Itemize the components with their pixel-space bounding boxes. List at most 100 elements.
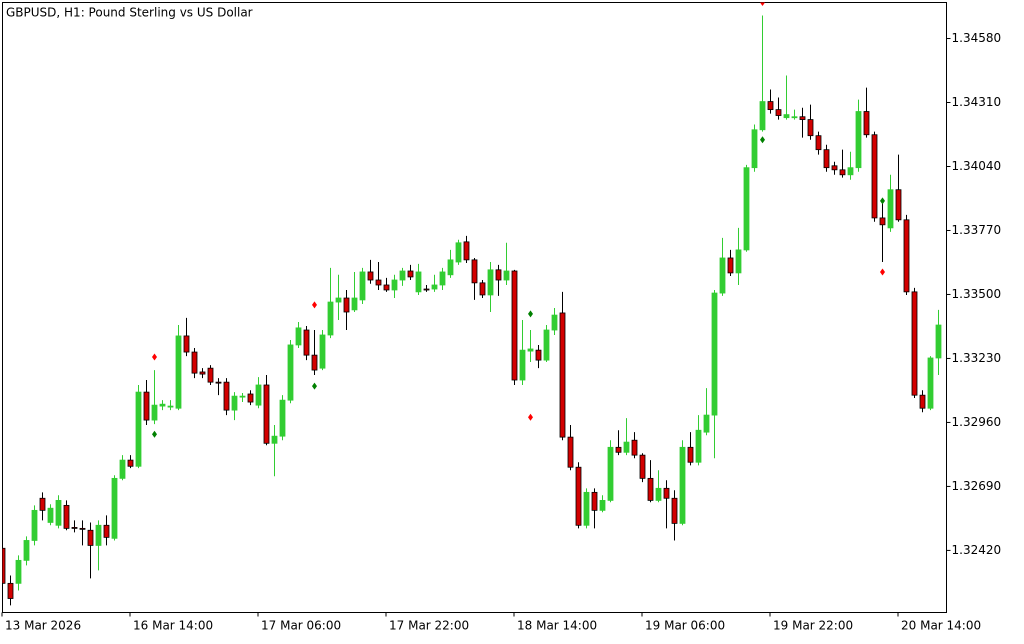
candle-body: [399, 270, 406, 281]
candle-body: [335, 297, 342, 303]
candle-body: [615, 446, 622, 453]
candle-body: [319, 334, 326, 369]
candle-body: [463, 241, 470, 261]
y-tick-label: 1.34310: [952, 95, 1002, 109]
candle-body: [55, 500, 62, 526]
candle-body: [895, 189, 902, 221]
candle-body: [151, 404, 158, 421]
x-tick-label: 19 Mar 06:00: [645, 619, 725, 633]
candle-body: [663, 487, 670, 499]
candle-body: [311, 354, 318, 371]
candle-body: [367, 271, 374, 281]
candle-body: [383, 284, 390, 291]
candle-body: [567, 436, 574, 468]
candle-body: [823, 149, 830, 169]
candle-body: [519, 349, 526, 381]
fractal-marker: [760, 136, 765, 144]
candle-body: [423, 288, 430, 291]
candle-body: [223, 381, 230, 411]
y-tick-label: 1.32960: [952, 415, 1002, 429]
candle-body: [903, 219, 910, 293]
candle-body: [23, 540, 30, 561]
fractal-marker: [760, 2, 765, 6]
candle-body: [935, 324, 942, 359]
candle-body: [687, 446, 694, 463]
candle-body: [247, 393, 254, 403]
y-tick-label: 1.33770: [952, 223, 1002, 237]
candle-body: [831, 165, 838, 171]
candle-body: [679, 446, 686, 524]
y-tick-label: 1.34040: [952, 159, 1002, 173]
candle-body: [783, 114, 790, 119]
x-tick-label: 17 Mar 06:00: [261, 619, 341, 633]
candle-body: [375, 279, 382, 286]
candle-body: [175, 335, 182, 409]
candle-body: [295, 327, 302, 346]
candle-body: [191, 351, 198, 374]
candle-body: [671, 497, 678, 524]
candle-body: [487, 269, 494, 296]
candle-body: [447, 259, 454, 276]
candle-body: [111, 477, 118, 539]
candle-body: [695, 429, 702, 463]
candle-body: [863, 111, 870, 136]
candle-body: [79, 527, 86, 530]
candle-body: [839, 169, 846, 176]
candle-body: [559, 312, 566, 438]
candle-body: [711, 292, 718, 416]
candle-body: [655, 487, 662, 501]
fractal-marker: [528, 310, 533, 318]
x-tick-label: 17 Mar 22:00: [389, 619, 469, 633]
candle-body: [647, 477, 654, 501]
x-tick-label: 16 Mar 14:00: [133, 619, 213, 633]
y-tick-label: 1.34580: [952, 31, 1002, 45]
candle-body: [871, 134, 878, 219]
y-tick-label: 1.33230: [952, 351, 1002, 365]
candle-body: [535, 349, 542, 361]
candle-body: [719, 257, 726, 294]
candle-body: [167, 405, 174, 408]
candle-body: [255, 384, 262, 406]
candle-body: [215, 381, 222, 384]
candle-body: [775, 109, 782, 116]
candle-body: [343, 297, 350, 313]
candle-body: [287, 344, 294, 401]
x-tick-label: 18 Mar 14:00: [517, 619, 597, 633]
candle-body: [271, 435, 278, 444]
y-tick-label: 1.32690: [952, 479, 1002, 493]
candle-body: [527, 348, 534, 352]
candle-body: [703, 414, 710, 433]
candle-body: [279, 399, 286, 437]
candle-body: [303, 329, 310, 356]
candle-body: [127, 459, 134, 467]
candle-body: [455, 242, 462, 263]
candle-body: [231, 395, 238, 411]
plot-frame: [2, 2, 947, 613]
candle-body: [119, 459, 126, 479]
candle-body: [751, 129, 758, 169]
candle-body: [359, 271, 366, 301]
candle-body: [639, 454, 646, 479]
fractal-marker: [312, 382, 317, 390]
candle-body: [807, 119, 814, 137]
candle-body: [511, 270, 518, 381]
candle-body: [39, 497, 46, 511]
candle-body: [767, 101, 774, 111]
candle-body: [471, 259, 478, 284]
candle-body: [351, 297, 358, 311]
candle-body: [503, 270, 510, 281]
fractal-marker: [152, 430, 157, 438]
candle-body: [759, 101, 766, 131]
candle-body: [95, 524, 102, 546]
candle-body: [879, 217, 886, 226]
candle-body: [63, 504, 70, 529]
candle-body: [143, 391, 150, 421]
x-tick-label: 13 Mar 2026: [5, 619, 81, 633]
candle-body: [591, 491, 598, 511]
candle-body: [799, 116, 806, 120]
candle-body: [735, 249, 742, 274]
candle-body: [47, 507, 54, 523]
candle-body: [791, 116, 798, 119]
